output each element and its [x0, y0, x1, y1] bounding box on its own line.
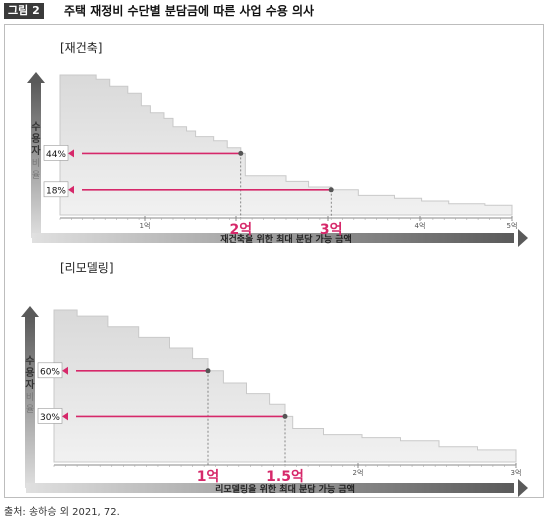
marker-pointer-head	[68, 185, 74, 194]
marker-point	[328, 187, 334, 193]
marker-y-label: 18%	[46, 186, 66, 196]
marker-x-label: 1.5억	[266, 469, 304, 485]
marker-y-label-box	[37, 362, 63, 379]
x-tick-label: 1억	[140, 222, 151, 230]
marker-pointer-head	[68, 149, 74, 158]
marker-y-label: 60%	[40, 367, 60, 377]
area-series	[59, 74, 513, 216]
x-tick-label: 4억	[415, 222, 426, 230]
marker-x-label: 3억	[320, 222, 343, 238]
marker-y-label-box	[43, 145, 69, 161]
x-axis-arrow-shaft	[32, 233, 514, 243]
x-tick-label: 5억	[507, 222, 518, 230]
figure-label: 그림 2	[8, 4, 40, 17]
marker-point	[238, 150, 244, 156]
chart-title: [리모델링]	[60, 261, 114, 275]
x-axis-arrow-shaft	[26, 483, 514, 493]
marker-point	[205, 368, 211, 374]
x-tick-label: 2억	[353, 469, 364, 477]
x-axis-arrow-head	[518, 479, 528, 497]
marker-pointer-head	[62, 412, 68, 421]
figure-number-badge: 그림 2	[4, 3, 44, 19]
x-axis-arrow-head	[518, 229, 528, 247]
chart-title: [재건축]	[60, 41, 102, 55]
x-axis-label: 리모델링을 위한 최대 분담 가능 금액	[215, 483, 355, 495]
area-series	[53, 309, 517, 463]
marker-y-label: 30%	[40, 413, 60, 423]
y-axis-arrow-shaft	[31, 82, 41, 238]
source-note: 출처: 송하승 외 2021, 72.	[4, 507, 120, 518]
marker-pointer-head	[62, 366, 68, 375]
figure-title: 주택 재정비 수단별 분담금에 따른 사업 수용 의사	[64, 4, 315, 18]
x-axis-label: 재건축을 위한 최대 분담 가능 금액	[220, 233, 352, 245]
marker-x-label: 2억	[229, 222, 252, 238]
marker-point	[282, 413, 288, 419]
marker-y-label-box	[43, 181, 69, 198]
marker-x-label: 1억	[197, 469, 220, 485]
marker-y-label: 44%	[46, 150, 66, 160]
y-axis-arrow-head	[21, 306, 39, 317]
figure-header: 그림 2 주택 재정비 수단별 분담금에 따른 사업 수용 의사	[0, 0, 550, 22]
x-tick-label: 3억	[511, 469, 522, 477]
y-axis-arrow-head	[27, 72, 45, 83]
marker-y-label-box	[37, 408, 63, 424]
chart-frame	[4, 24, 544, 498]
y-axis-arrow-shaft	[25, 316, 35, 488]
